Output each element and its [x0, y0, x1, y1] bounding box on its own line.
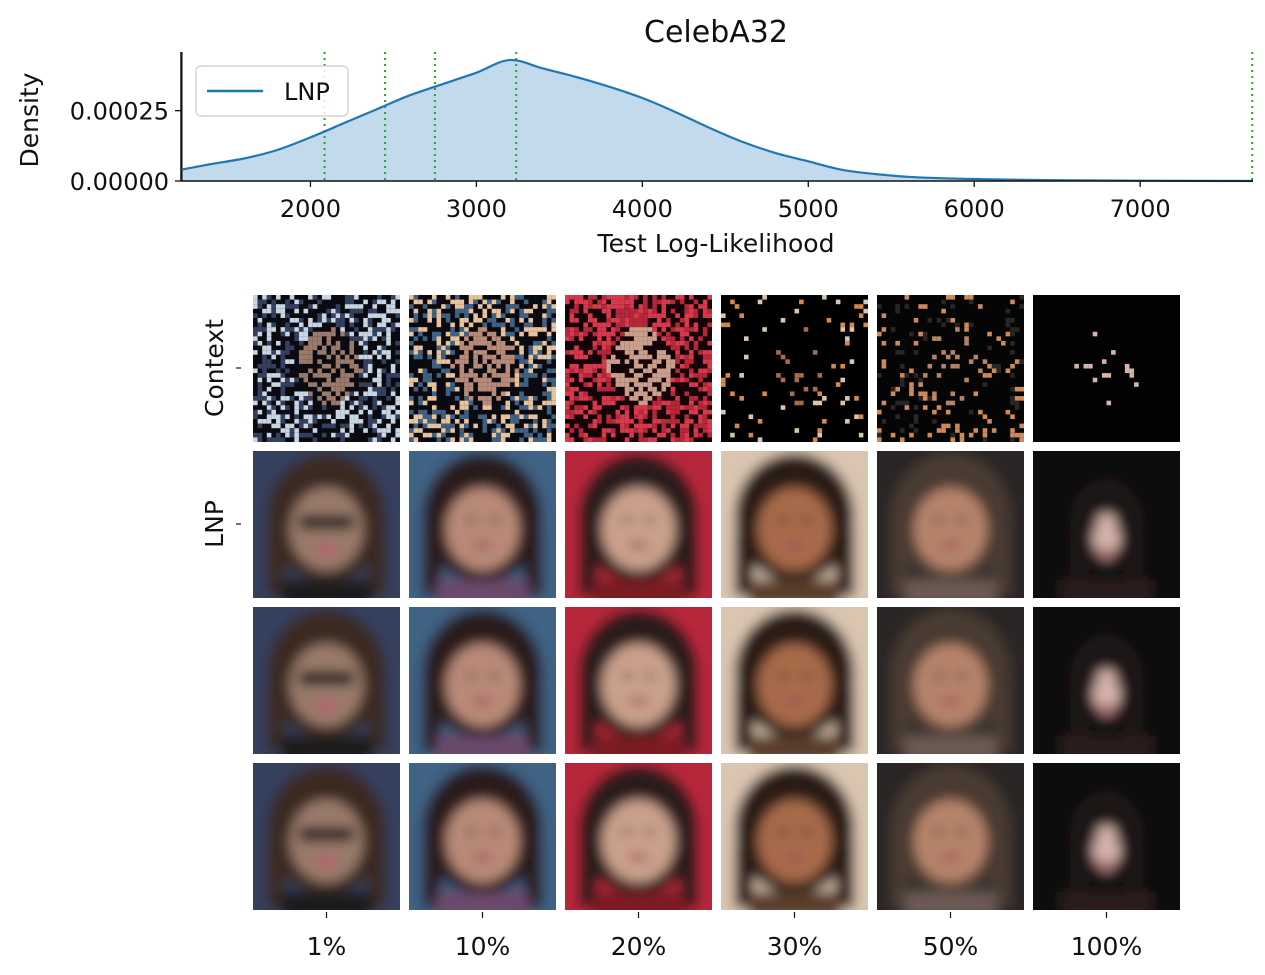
sample-image	[253, 451, 400, 598]
y-tick-label: 0.00000	[70, 168, 169, 196]
density-plot: 2000 3000 4000 5000 6000 7000 0.000000.00025 …	[15, 52, 1254, 258]
column-labels: 1% 10% 20% 30% 50% 100%	[307, 912, 1142, 961]
column-label: 100%	[1071, 932, 1142, 961]
vline-group	[181, 52, 1254, 181]
density-area	[181, 59, 1253, 181]
column-label: 30%	[767, 932, 823, 961]
context-image	[877, 295, 1024, 442]
legend: LNP	[195, 65, 349, 117]
x-tick-label: 7000	[1110, 195, 1171, 223]
row-label-lnp: LNP	[200, 500, 229, 548]
sample-image	[877, 763, 1024, 910]
context-image	[721, 295, 868, 442]
x-tick-label: 5000	[778, 195, 839, 223]
sample-image	[1033, 451, 1180, 598]
sample-image	[721, 763, 868, 910]
sample-image	[721, 607, 868, 754]
y-tick-label: 0.00025	[70, 98, 169, 126]
column-label: 20%	[611, 932, 667, 961]
legend-label-lnp: LNP	[284, 78, 330, 106]
context-image	[409, 295, 556, 442]
sample-image	[565, 763, 712, 910]
column-label: 50%	[923, 932, 979, 961]
x-tick-label: 6000	[944, 195, 1005, 223]
sample-image	[1033, 607, 1180, 754]
context-image	[565, 295, 712, 442]
sample-image	[409, 607, 556, 754]
row-labels: Context LNP	[200, 319, 241, 548]
sample-image	[1033, 763, 1180, 910]
chart-title: CelebA32	[644, 15, 788, 50]
sample-image	[877, 451, 1024, 598]
column-label: 1%	[307, 932, 347, 961]
density-line-lnp	[180, 58, 1254, 183]
sample-image	[409, 451, 556, 598]
x-tick-group: 2000 3000 4000 5000 6000 7000	[280, 181, 1171, 223]
x-tick-label: 2000	[280, 195, 341, 223]
sample-image	[409, 763, 556, 910]
x-tick-label: 4000	[612, 195, 673, 223]
sample-image	[253, 763, 400, 910]
column-label: 10%	[455, 932, 511, 961]
y-axis-label: Density	[15, 72, 44, 167]
x-axis-label: Test Log-Likelihood	[597, 229, 835, 258]
legend-box	[195, 65, 349, 117]
y-tick-group: 0.00000 0.00025	[70, 98, 181, 196]
sample-image	[721, 451, 868, 598]
sample-image	[565, 451, 712, 598]
row-label-context: Context	[200, 319, 229, 417]
sample-image	[253, 607, 400, 754]
context-image	[253, 295, 400, 442]
sample-image	[565, 607, 712, 754]
sample-image	[877, 607, 1024, 754]
x-tick-label: 3000	[446, 195, 507, 223]
context-image	[1033, 295, 1180, 442]
